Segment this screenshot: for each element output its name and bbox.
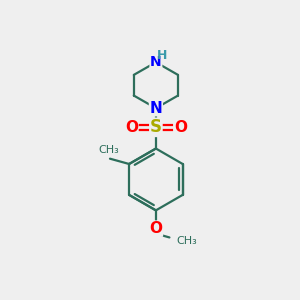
Text: N: N [150, 55, 162, 69]
Text: S: S [150, 118, 162, 136]
Text: O: O [174, 120, 187, 135]
Text: N: N [149, 101, 162, 116]
Text: CH₃: CH₃ [98, 145, 119, 155]
Text: CH₃: CH₃ [176, 236, 197, 246]
Text: O: O [125, 120, 138, 135]
Text: H: H [157, 49, 168, 62]
Text: O: O [149, 221, 162, 236]
